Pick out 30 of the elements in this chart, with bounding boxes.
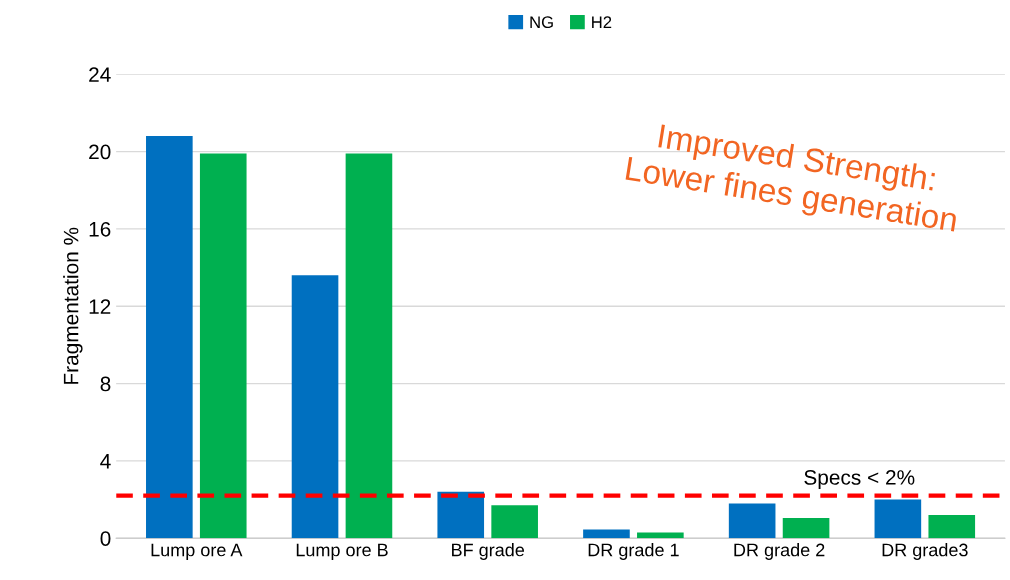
bar [146, 136, 193, 539]
bar [637, 532, 684, 539]
y-tick-label: 8 [100, 376, 111, 392]
x-tick-label: DR grade 1 [588, 543, 679, 560]
bar [874, 499, 922, 539]
y-tick-label: 20 [89, 144, 111, 160]
bar [583, 529, 630, 539]
bar [199, 153, 247, 539]
y-tick-label: 16 [89, 221, 111, 237]
x-tick-label: Lump ore A [151, 543, 243, 560]
y-tick-label: 24 [89, 67, 111, 82]
x-tick-label: BF grade [452, 543, 525, 560]
x-tick-label: DR grade 2 [734, 543, 825, 560]
legend-label: NG [530, 16, 553, 29]
bar [291, 275, 339, 539]
y-tick-label: 12 [89, 299, 111, 314]
ref-line-label: Specs < 2% [804, 470, 915, 489]
bar [437, 491, 485, 539]
bar [728, 503, 776, 539]
bar [782, 517, 830, 539]
legend-label: H2 [592, 16, 612, 28]
y-tick-label: 0 [100, 531, 111, 546]
y-axis-title: Fragmentation % [63, 227, 83, 384]
x-tick-label: Lump ore B [296, 543, 388, 560]
bar [928, 515, 976, 539]
x-tick-label: DR grade3 [882, 543, 968, 560]
annotation: Improved Strength: Lower fines generation [624, 123, 958, 239]
bar [345, 153, 393, 539]
y-tick-label: 4 [100, 454, 111, 469]
bar [491, 505, 538, 539]
